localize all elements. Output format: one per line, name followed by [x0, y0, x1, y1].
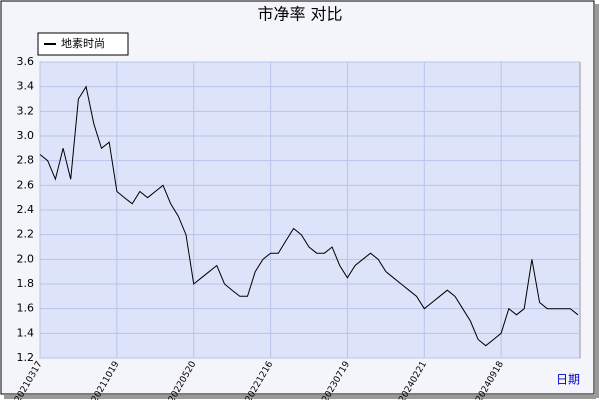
shadow: [595, 4, 599, 398]
chart-title: 市净率 对比: [257, 5, 342, 24]
y-tick-label: 3.6: [17, 55, 35, 68]
y-tick-label: 1.2: [17, 351, 35, 364]
y-tick-label: 1.6: [17, 302, 35, 315]
line: [39, 85, 579, 347]
y-tick-label: 3.0: [17, 129, 35, 142]
legend: [37, 32, 129, 56]
y-tick-label: 3.2: [17, 104, 35, 117]
y-tick-label: 2.4: [17, 203, 35, 216]
legend-label: 地素时尚: [61, 36, 105, 50]
y-tick-label: 1.4: [17, 326, 35, 339]
y-tick-label: 3.4: [17, 80, 35, 93]
y-tick-label: 1.8: [17, 277, 35, 290]
shadow: [4, 395, 596, 399]
y-tick-label: 2.8: [17, 154, 35, 167]
y-tick-label: 2.0: [17, 252, 35, 265]
y-tick-label: 2.2: [17, 228, 35, 241]
y-tick-label: 2.6: [17, 178, 35, 191]
x-axis-label: 日期: [556, 373, 580, 387]
